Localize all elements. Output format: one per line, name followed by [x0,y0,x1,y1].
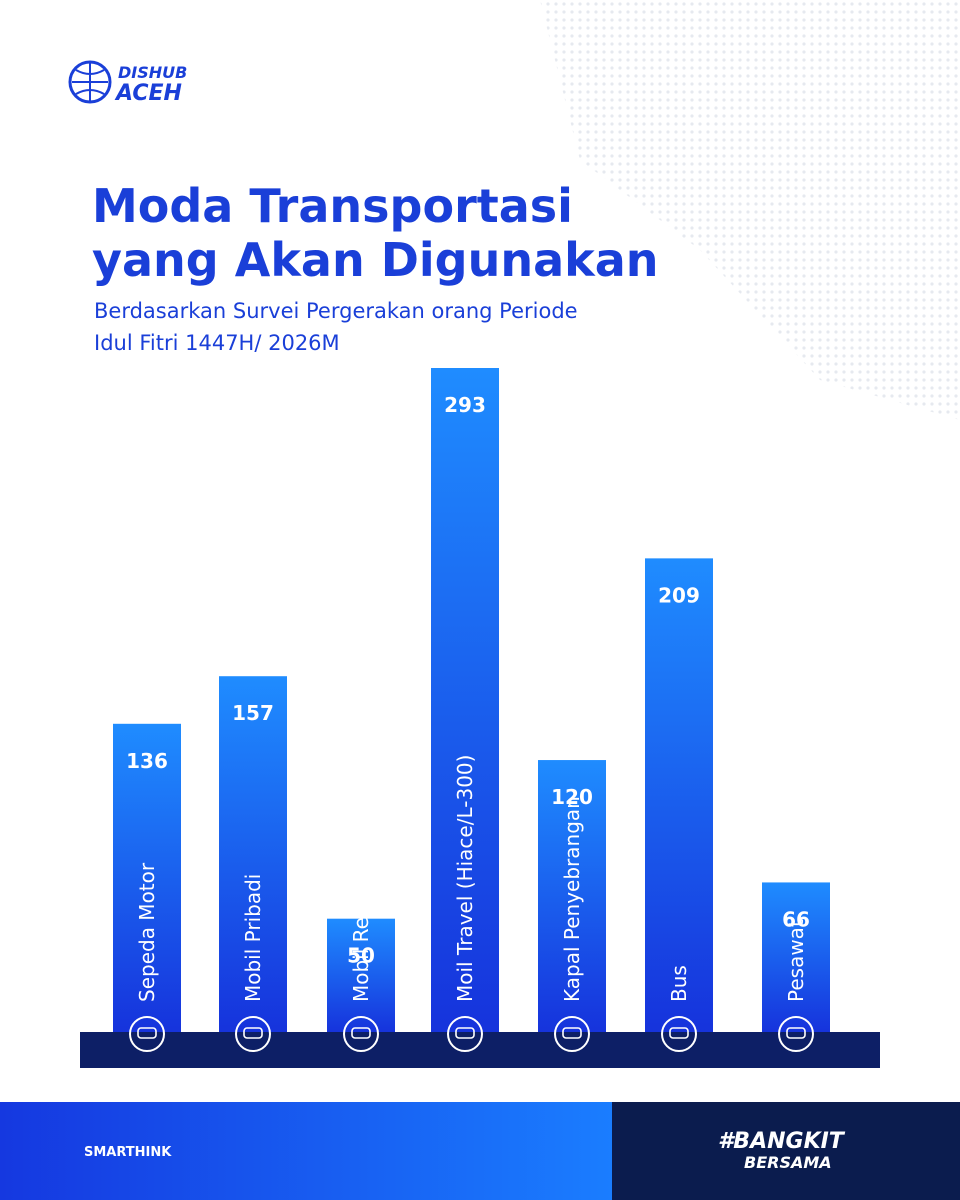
icon [351,1027,371,1039]
footer-tag: BERSAMA [744,1153,832,1172]
icon [447,1016,483,1052]
icon [778,1016,814,1052]
footer-tag: #BANGKIT [718,1129,846,1154]
logo-lines [72,62,108,102]
icon [669,1027,689,1039]
icon [786,1027,806,1039]
value-label: 120 [551,785,593,809]
icon [562,1027,582,1039]
category-label: Sepeda Motor [135,862,159,1002]
icon [137,1027,157,1039]
value-label: 66 [782,907,810,931]
category-label: Moil Travel (Hiace/L-300) [453,755,477,1002]
icon [661,1016,697,1052]
icon [235,1016,271,1052]
value-label: 136 [126,749,168,773]
icon [343,1016,379,1052]
bar [431,368,499,1032]
icons [129,1016,814,1052]
value-label: 50 [347,944,375,968]
decor [540,0,960,420]
footer-left [0,1102,612,1200]
bar [762,882,830,1032]
logo-text: ACEH [114,81,182,106]
icon [129,1016,165,1052]
bar [113,723,181,1032]
bar [327,918,395,1032]
icon [554,1016,590,1052]
category-label: Mobil Rental [349,879,373,1002]
value-label: 157 [232,701,274,725]
category-label: Pesawat [784,919,808,1002]
footer-right [612,1102,960,1200]
category-label: Bus [667,965,691,1002]
bar [538,760,606,1032]
subtitle: Berdasarkan Survei Pergerakan orang Peri… [94,299,578,323]
category-label: Kapal Penyebrangan [560,796,584,1002]
chart-title: Moda Transportasi [92,179,573,233]
subtitle: Idul Fitri 1447H/ 2026M [94,331,340,355]
icon [243,1027,263,1039]
logo: DISHUB ACEH [68,60,187,106]
icon [455,1027,475,1039]
bar [645,558,713,1032]
base-band [80,1032,880,1068]
value-label: 293 [444,393,486,417]
bar [219,676,287,1032]
value-label: 209 [658,583,700,607]
chart-title: yang Akan Digunakan [92,233,659,287]
footer-brand: SMARTHINK [84,1145,172,1160]
category-label: Mobil Pribadi [241,874,265,1002]
logo-text: DISHUB [118,63,187,82]
